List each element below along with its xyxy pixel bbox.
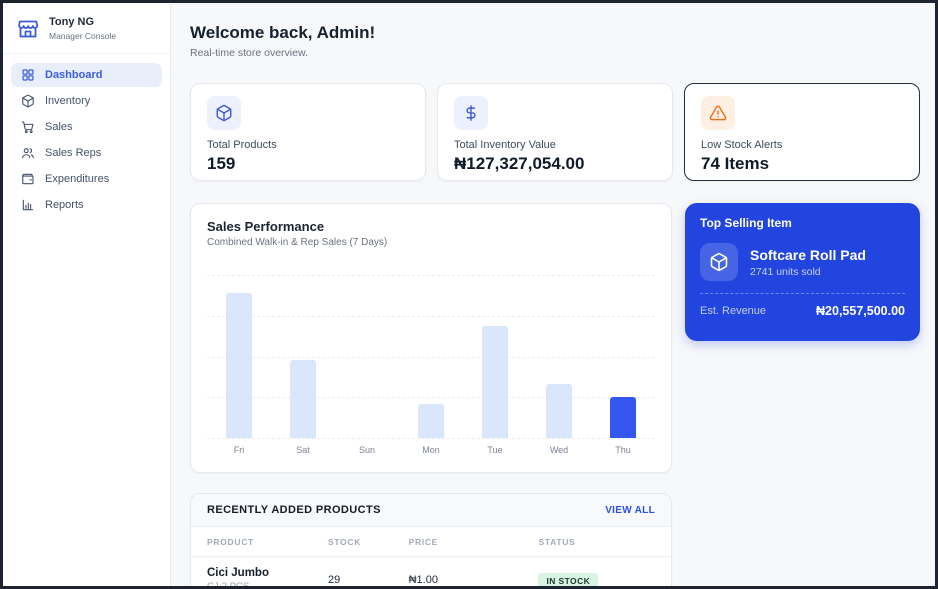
bar-wed (546, 384, 572, 438)
sidebar: Tony NG Manager Console Dashboard (3, 3, 171, 586)
bar-column-wed (527, 275, 591, 438)
column-header-status: STATUS (538, 537, 576, 547)
bar-chart-plot (207, 275, 655, 439)
wallet-icon (21, 172, 35, 186)
sidebar-item-sales-reps[interactable]: Sales Reps (11, 141, 162, 165)
user-name: Tony NG (49, 16, 95, 28)
stat-value: 74 Items (701, 154, 770, 173)
bar-tue (482, 325, 508, 438)
bar-mon (418, 403, 444, 438)
sidebar-item-reports[interactable]: Reports (11, 193, 162, 217)
bar-column-mon (399, 275, 463, 438)
top-product-units: 2741 units sold (750, 265, 821, 278)
product-sku: CJ-2 PCS (207, 581, 328, 586)
bar-chart-icon (21, 198, 35, 212)
sidebar-item-sales[interactable]: Sales (11, 115, 162, 139)
bar-column-tue (463, 275, 527, 438)
sidebar-item-label: Inventory (45, 95, 91, 108)
bar-thu (610, 397, 636, 438)
recent-products-card: RECENTLY ADDED PRODUCTS VIEW ALL PRODUCT… (190, 493, 672, 586)
dollar-icon (454, 96, 488, 130)
dashboard-grid-icon (21, 68, 35, 82)
table-row: Cici Jumbo CJ-2 PCS 29 ₦1.00 IN STOCK (191, 557, 671, 586)
main-content: Welcome back, Admin! Real-time store ove… (172, 3, 935, 586)
revenue-value: ₦20,557,500.00 (816, 304, 905, 318)
top-selling-item-card: Top Selling Item Softcare Roll Pad 2741 … (685, 203, 920, 341)
page-title: Welcome back, Admin! (190, 23, 376, 42)
cart-icon (21, 120, 35, 134)
revenue-label: Est. Revenue (700, 305, 767, 317)
package-icon (207, 96, 241, 130)
user-role: Manager Console (49, 31, 117, 42)
status-badge: IN STOCK (538, 572, 599, 586)
bar-column-sat (271, 275, 335, 438)
gridline (207, 356, 655, 358)
stat-card-total-products: Total Products 159 (190, 83, 426, 181)
stat-card-inventory-value: Total Inventory Value ₦127,327,054.00 (437, 83, 673, 181)
stats-row: Total Products 159 Total Inventory Value… (190, 83, 920, 181)
sidebar-item-label: Dashboard (45, 69, 103, 82)
table-title: RECENTLY ADDED PRODUCTS (207, 504, 381, 516)
product-cell: Cici Jumbo CJ-2 PCS (207, 567, 328, 586)
chart-bars (207, 275, 655, 438)
stat-label: Total Products (207, 139, 277, 151)
product-name: Cici Jumbo (207, 567, 269, 579)
sidebar-item-label: Sales Reps (45, 147, 102, 160)
top-selling-footer: Est. Revenue ₦20,557,500.00 (700, 293, 905, 318)
chart-x-axis-labels: Fri Sat Sun Mon Tue Wed Thu (207, 445, 655, 455)
table-header: RECENTLY ADDED PRODUCTS VIEW ALL (191, 494, 671, 527)
sidebar-item-dashboard[interactable]: Dashboard (11, 63, 162, 88)
table-column-headers: PRODUCT STOCK PRICE STATUS (191, 527, 671, 557)
x-axis-label-mon: Mon (422, 445, 440, 455)
bar-sat (290, 359, 316, 438)
top-selling-product-row: Softcare Roll Pad 2741 units sold (700, 243, 905, 281)
sales-performance-card: Sales Performance Combined Walk-in & Rep… (190, 203, 672, 473)
gridline (207, 438, 655, 439)
column-header-product: PRODUCT (207, 537, 254, 547)
sidebar-nav: Dashboard Inventory Sa (3, 54, 170, 228)
package-icon (21, 94, 35, 108)
x-axis-label-sun: Sun (358, 445, 375, 455)
chart-title: Sales Performance (207, 219, 325, 234)
brand-header: Tony NG Manager Console (3, 3, 170, 55)
gridline (207, 315, 655, 317)
x-axis-label-thu: Thu (615, 445, 631, 455)
top-product-name: Softcare Roll Pad (750, 246, 866, 263)
gridline (207, 275, 655, 276)
content-row: Sales Performance Combined Walk-in & Rep… (190, 203, 920, 473)
column-header-stock: STOCK (327, 537, 362, 547)
stat-value: 159 (207, 154, 236, 173)
gridline (207, 397, 655, 399)
column-header-price: PRICE (408, 537, 439, 547)
top-selling-title: Top Selling Item (700, 216, 792, 230)
sidebar-item-label: Reports (45, 199, 84, 212)
stat-value: ₦127,327,054.00 (454, 154, 585, 173)
stat-card-low-stock-alerts[interactable]: Low Stock Alerts 74 Items (684, 83, 920, 181)
stat-label: Low Stock Alerts (701, 139, 783, 151)
x-axis-label-fri: Fri (233, 445, 245, 455)
sidebar-item-label: Sales (45, 121, 73, 134)
sidebar-item-expenditures[interactable]: Expenditures (11, 167, 162, 191)
warning-triangle-icon (701, 96, 735, 130)
storefront-icon (16, 17, 40, 41)
chart-subtitle: Combined Walk-in & Rep Sales (7 Days) (207, 237, 388, 248)
stock-cell: 29 (327, 573, 341, 586)
status-cell: IN STOCK (538, 571, 654, 586)
price-cell: ₦1.00 (408, 573, 438, 586)
users-icon (21, 146, 35, 160)
bar-column-sun (335, 275, 399, 438)
x-axis-label-wed: Wed (549, 445, 569, 455)
sidebar-item-inventory[interactable]: Inventory (11, 89, 162, 113)
package-icon (700, 243, 738, 281)
sidebar-item-label: Expenditures (45, 173, 110, 186)
view-all-button[interactable]: VIEW ALL (605, 504, 655, 516)
page-subtitle: Real-time store overview. (190, 47, 308, 59)
x-axis-label-sat: Sat (296, 445, 310, 455)
x-axis-label-tue: Tue (487, 445, 503, 455)
bar-column-thu (591, 275, 655, 438)
bar-column-fri (207, 275, 271, 438)
stat-label: Total Inventory Value (454, 139, 556, 151)
bar-fri (226, 292, 252, 438)
